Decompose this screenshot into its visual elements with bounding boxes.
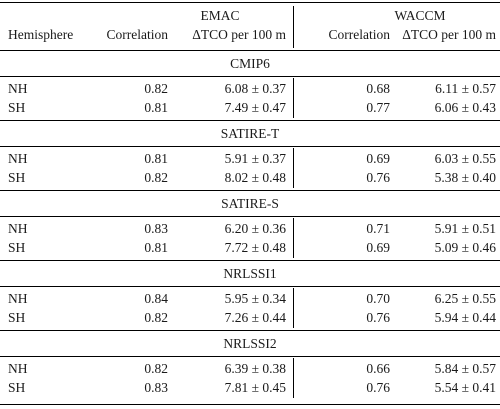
emac-dtco-cell: 6.39 ± 0.38 xyxy=(224,361,286,376)
section-title-row: SATIRE-T xyxy=(0,125,500,143)
waccm-correlation-cell: 0.69 xyxy=(366,151,390,166)
emac-correlation-cell: 0.83 xyxy=(144,221,168,236)
waccm-correlation-cell: 0.69 xyxy=(366,240,390,255)
emac-correlation-cell: 0.82 xyxy=(144,361,168,376)
emac-correlation-cell: 0.82 xyxy=(144,310,168,325)
table-row: SH 0.83 7.81 ± 0.45 0.76 5.54 ± 0.41 xyxy=(0,379,500,397)
column-separator xyxy=(293,218,294,258)
waccm-correlation-cell: 0.70 xyxy=(366,291,390,306)
emac-dtco-cell: 6.20 ± 0.36 xyxy=(224,221,286,236)
waccm-correlation-cell: 0.71 xyxy=(366,221,390,236)
section-rule xyxy=(0,146,500,147)
section-title-row: CMIP6 xyxy=(0,55,500,73)
hemisphere-cell: NH xyxy=(8,81,28,96)
emac-dtco-cell: 7.26 ± 0.44 xyxy=(224,310,286,325)
section-title: SATIRE-S xyxy=(221,196,279,211)
waccm-correlation-cell: 0.66 xyxy=(366,361,390,376)
emac-correlation-cell: 0.81 xyxy=(144,100,168,115)
table-row: SH 0.82 7.26 ± 0.44 0.76 5.94 ± 0.44 xyxy=(0,309,500,327)
section-title-row: NRLSSI2 xyxy=(0,335,500,353)
header-rule xyxy=(0,50,500,51)
table-row: SH 0.81 7.49 ± 0.47 0.77 6.06 ± 0.43 xyxy=(0,99,500,117)
col-corr-waccm: Correlation xyxy=(328,27,390,42)
table-row: SH 0.82 8.02 ± 0.48 0.76 5.38 ± 0.40 xyxy=(0,169,500,187)
section-title-row: NRLSSI1 xyxy=(0,265,500,283)
column-separator xyxy=(293,358,294,398)
table-row: NH 0.82 6.39 ± 0.38 0.66 5.84 ± 0.57 xyxy=(0,360,500,378)
table-row: NH 0.82 6.08 ± 0.37 0.68 6.11 ± 0.57 xyxy=(0,80,500,98)
hemisphere-cell: SH xyxy=(8,310,26,325)
emac-correlation-cell: 0.82 xyxy=(144,81,168,96)
waccm-dtco-cell: 5.38 ± 0.40 xyxy=(434,170,496,185)
section-title-row: SATIRE-S xyxy=(0,195,500,213)
section-rule xyxy=(0,76,500,77)
hemisphere-cell: NH xyxy=(8,361,28,376)
waccm-dtco-cell: 5.94 ± 0.44 xyxy=(434,310,496,325)
hemisphere-cell: SH xyxy=(8,240,26,255)
waccm-correlation-cell: 0.77 xyxy=(366,100,390,115)
hemisphere-cell: SH xyxy=(8,380,26,395)
emac-dtco-cell: 7.81 ± 0.45 xyxy=(224,380,286,395)
column-separator xyxy=(293,78,294,118)
table-row: SH 0.81 7.72 ± 0.48 0.69 5.09 ± 0.46 xyxy=(0,239,500,257)
column-separator xyxy=(293,288,294,328)
section-rule xyxy=(0,356,500,357)
waccm-dtco-cell: 6.03 ± 0.55 xyxy=(434,151,496,166)
waccm-dtco-cell: 5.09 ± 0.46 xyxy=(434,240,496,255)
section-title: CMIP6 xyxy=(230,56,270,71)
emac-correlation-cell: 0.81 xyxy=(144,240,168,255)
emac-correlation-cell: 0.83 xyxy=(144,380,168,395)
group-emac: EMAC xyxy=(200,8,240,23)
col-corr-emac: Correlation xyxy=(106,27,168,42)
waccm-correlation-cell: 0.68 xyxy=(366,81,390,96)
waccm-correlation-cell: 0.76 xyxy=(366,380,390,395)
emac-dtco-cell: 8.02 ± 0.48 xyxy=(224,170,286,185)
group-waccm: WACCM xyxy=(394,8,446,23)
section-end-rule xyxy=(0,120,500,121)
hemisphere-cell: NH xyxy=(8,151,28,166)
table-row: NH 0.84 5.95 ± 0.34 0.70 6.25 ± 0.55 xyxy=(0,290,500,308)
header-group-row: EMAC WACCM xyxy=(0,7,500,25)
emac-dtco-cell: 7.49 ± 0.47 xyxy=(224,100,286,115)
col-dtco-emac: ΔTCO per 100 m xyxy=(192,27,286,42)
section-rule xyxy=(0,286,500,287)
hemisphere-cell: NH xyxy=(8,221,28,236)
table-row: NH 0.81 5.91 ± 0.37 0.69 6.03 ± 0.55 xyxy=(0,150,500,168)
col-hemisphere: Hemisphere xyxy=(8,27,74,42)
section-end-rule xyxy=(0,260,500,261)
top-rule xyxy=(0,2,500,4)
waccm-dtco-cell: 5.54 ± 0.41 xyxy=(434,380,496,395)
emac-correlation-cell: 0.81 xyxy=(144,151,168,166)
emac-dtco-cell: 5.91 ± 0.37 xyxy=(224,151,286,166)
waccm-dtco-cell: 5.84 ± 0.57 xyxy=(434,361,496,376)
emac-correlation-cell: 0.82 xyxy=(144,170,168,185)
emac-dtco-cell: 7.72 ± 0.48 xyxy=(224,240,286,255)
section-rule xyxy=(0,216,500,217)
emac-dtco-cell: 5.95 ± 0.34 xyxy=(224,291,286,306)
section-title: SATIRE-T xyxy=(220,126,280,141)
waccm-correlation-cell: 0.76 xyxy=(366,310,390,325)
hemisphere-cell: SH xyxy=(8,100,26,115)
column-separator xyxy=(293,6,294,48)
waccm-dtco-cell: 6.06 ± 0.43 xyxy=(434,100,496,115)
section-end-rule xyxy=(0,330,500,331)
bottom-rule xyxy=(0,404,500,406)
section-end-rule xyxy=(0,190,500,191)
emac-correlation-cell: 0.84 xyxy=(144,291,168,306)
section-title: NRLSSI1 xyxy=(223,266,277,281)
hemisphere-cell: SH xyxy=(8,170,26,185)
header-column-row: Hemisphere Correlation ΔTCO per 100 m Co… xyxy=(0,26,500,44)
waccm-dtco-cell: 5.91 ± 0.51 xyxy=(434,221,496,236)
waccm-dtco-cell: 6.25 ± 0.55 xyxy=(434,291,496,306)
hemisphere-cell: NH xyxy=(8,291,28,306)
table-row: NH 0.83 6.20 ± 0.36 0.71 5.91 ± 0.51 xyxy=(0,220,500,238)
section-title: NRLSSI2 xyxy=(223,336,277,351)
emac-dtco-cell: 6.08 ± 0.37 xyxy=(224,81,286,96)
waccm-dtco-cell: 6.11 ± 0.57 xyxy=(435,81,496,96)
col-dtco-waccm: ΔTCO per 100 m xyxy=(402,27,496,42)
waccm-correlation-cell: 0.76 xyxy=(366,170,390,185)
column-separator xyxy=(293,148,294,188)
